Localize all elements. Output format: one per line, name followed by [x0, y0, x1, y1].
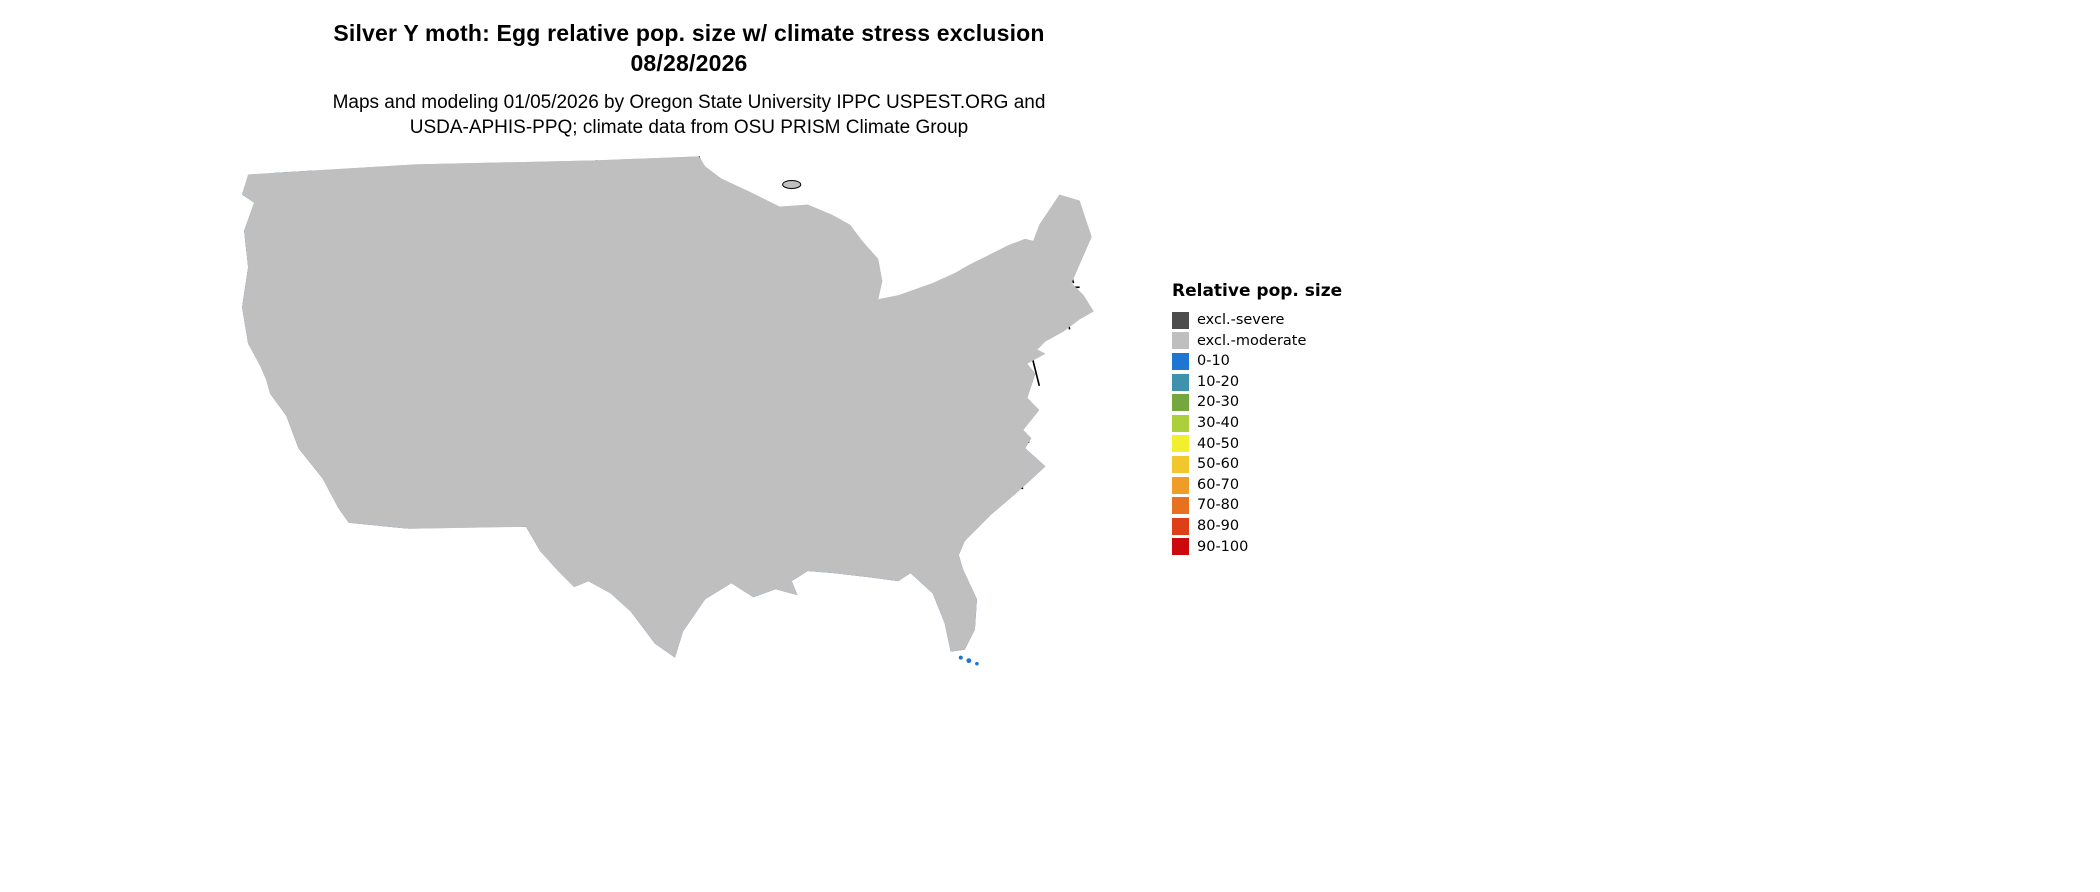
legend-item-label: excl.-severe [1197, 312, 1285, 329]
legend-swatch [1172, 311, 1189, 329]
legend-item: 20-30 [1172, 392, 1342, 413]
legend-swatch [1172, 476, 1189, 494]
legend-item: 70-80 [1172, 495, 1342, 516]
florida-keys-dot [966, 658, 972, 664]
legend-title: Relative pop. size [1172, 281, 1343, 301]
legend-item-label: 0-10 [1197, 353, 1230, 370]
legend-item: excl.-moderate [1172, 331, 1342, 352]
legend-item-label: 20-30 [1197, 394, 1240, 411]
legend-item: 40-50 [1172, 434, 1342, 455]
legend-swatch [1172, 517, 1189, 535]
page-subtitle: Maps and modeling 01/05/2026 by Oregon S… [332, 92, 1046, 113]
legend-item: 30-40 [1172, 413, 1342, 434]
legend-swatch [1172, 332, 1189, 350]
page-title-date: 08/28/2026 [630, 50, 748, 76]
legend: Relative pop. size excl.-severe excl.-mod… [1172, 281, 1342, 557]
florida-keys-dot [975, 661, 979, 666]
legend-swatch [1172, 352, 1189, 370]
legend-swatch [1172, 455, 1189, 473]
legend-swatch [1172, 414, 1189, 432]
legend-item-label: 60-70 [1197, 476, 1240, 493]
canadian-shore-island [782, 179, 802, 190]
legend-swatch [1172, 435, 1189, 453]
legend-item: 80-90 [1172, 516, 1342, 537]
legend-item: 90-100 [1172, 537, 1342, 558]
legend-item-label: 70-80 [1197, 497, 1240, 514]
legend-swatch [1172, 538, 1189, 556]
florida-keys-dot [958, 655, 963, 660]
national-outline [240, 155, 1095, 659]
map-container [228, 148, 1144, 672]
legend-item-label: 90-100 [1197, 538, 1249, 555]
us-map [240, 155, 1095, 666]
legend-item: 60-70 [1172, 475, 1342, 496]
legend-item: 0-10 [1172, 351, 1342, 372]
legend-items: excl.-severe excl.-moderate 0-10 10-20 20-30… [1172, 310, 1342, 557]
page-title: Silver Y moth: Egg relative pop. size w/… [333, 20, 1045, 46]
legend-item: excl.-severe [1172, 310, 1342, 331]
legend-item-label: 30-40 [1197, 415, 1240, 432]
page-subtitle-2: USDA-APHIS-PPQ; climate data from OSU PR… [409, 117, 969, 138]
legend-item-label: excl.-moderate [1197, 332, 1307, 349]
legend-swatch [1172, 497, 1189, 515]
legend-item-label: 10-20 [1197, 373, 1240, 390]
legend-item: 10-20 [1172, 372, 1342, 393]
legend-swatch [1172, 394, 1189, 412]
legend-item: 50-60 [1172, 454, 1342, 475]
legend-swatch [1172, 373, 1189, 391]
legend-item-label: 80-90 [1197, 517, 1240, 534]
legend-item-label: 50-60 [1197, 456, 1240, 473]
legend-item-label: 40-50 [1197, 435, 1240, 452]
